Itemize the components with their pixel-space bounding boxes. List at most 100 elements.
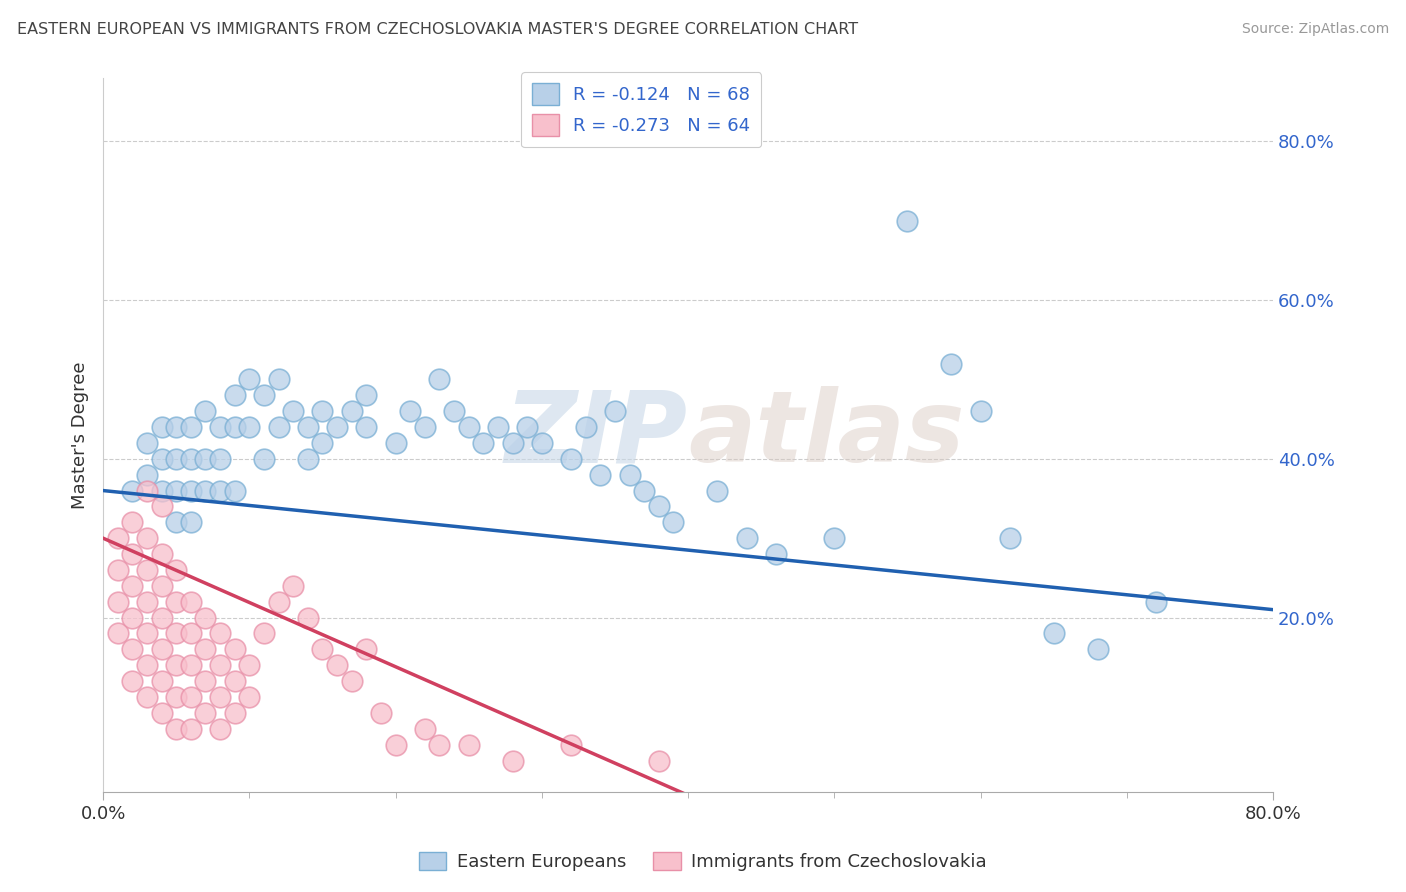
Point — [136, 483, 159, 498]
Point — [633, 483, 655, 498]
Point — [209, 658, 232, 673]
Point — [823, 531, 845, 545]
Point — [356, 388, 378, 402]
Point — [136, 690, 159, 704]
Point — [356, 420, 378, 434]
Point — [429, 372, 451, 386]
Point — [165, 658, 187, 673]
Point — [326, 420, 349, 434]
Point — [180, 626, 202, 640]
Point — [224, 706, 246, 720]
Point — [297, 610, 319, 624]
Point — [297, 451, 319, 466]
Point — [209, 451, 232, 466]
Point — [238, 658, 260, 673]
Point — [150, 451, 173, 466]
Point — [969, 404, 991, 418]
Point — [575, 420, 598, 434]
Point — [502, 436, 524, 450]
Point — [194, 674, 217, 689]
Point — [150, 674, 173, 689]
Point — [209, 722, 232, 736]
Point — [194, 451, 217, 466]
Point — [297, 420, 319, 434]
Point — [194, 610, 217, 624]
Point — [224, 420, 246, 434]
Point — [165, 420, 187, 434]
Point — [735, 531, 758, 545]
Point — [267, 595, 290, 609]
Point — [150, 420, 173, 434]
Point — [121, 642, 143, 657]
Point — [224, 483, 246, 498]
Legend: Eastern Europeans, Immigrants from Czechoslovakia: Eastern Europeans, Immigrants from Czech… — [412, 845, 994, 879]
Point — [150, 483, 173, 498]
Point — [941, 357, 963, 371]
Point — [560, 451, 582, 466]
Point — [283, 404, 305, 418]
Point — [150, 706, 173, 720]
Point — [165, 483, 187, 498]
Point — [1042, 626, 1064, 640]
Point — [136, 467, 159, 482]
Point — [224, 674, 246, 689]
Point — [267, 420, 290, 434]
Point — [356, 642, 378, 657]
Point — [180, 722, 202, 736]
Legend: R = -0.124   N = 68, R = -0.273   N = 64: R = -0.124 N = 68, R = -0.273 N = 64 — [522, 72, 762, 147]
Point — [224, 642, 246, 657]
Point — [530, 436, 553, 450]
Point — [253, 626, 276, 640]
Point — [209, 626, 232, 640]
Point — [121, 579, 143, 593]
Point — [1087, 642, 1109, 657]
Point — [150, 642, 173, 657]
Y-axis label: Master's Degree: Master's Degree — [72, 361, 89, 508]
Point — [194, 706, 217, 720]
Point — [311, 436, 333, 450]
Point — [121, 610, 143, 624]
Point — [384, 738, 406, 752]
Point — [429, 738, 451, 752]
Point — [121, 674, 143, 689]
Point — [326, 658, 349, 673]
Point — [136, 658, 159, 673]
Point — [486, 420, 509, 434]
Point — [209, 483, 232, 498]
Point — [253, 388, 276, 402]
Point — [238, 420, 260, 434]
Point — [267, 372, 290, 386]
Point — [180, 690, 202, 704]
Point — [238, 372, 260, 386]
Point — [136, 436, 159, 450]
Point — [224, 388, 246, 402]
Point — [150, 547, 173, 561]
Point — [443, 404, 465, 418]
Point — [180, 516, 202, 530]
Point — [238, 690, 260, 704]
Point — [107, 626, 129, 640]
Point — [253, 451, 276, 466]
Text: Source: ZipAtlas.com: Source: ZipAtlas.com — [1241, 22, 1389, 37]
Point — [165, 451, 187, 466]
Point — [180, 451, 202, 466]
Point — [384, 436, 406, 450]
Point — [136, 595, 159, 609]
Point — [283, 579, 305, 593]
Point — [413, 722, 436, 736]
Point — [662, 516, 685, 530]
Point — [150, 610, 173, 624]
Point — [136, 626, 159, 640]
Point — [107, 531, 129, 545]
Point — [413, 420, 436, 434]
Point — [998, 531, 1021, 545]
Text: ZIP: ZIP — [505, 386, 688, 483]
Point — [516, 420, 538, 434]
Point — [180, 420, 202, 434]
Point — [121, 547, 143, 561]
Point — [311, 642, 333, 657]
Point — [340, 674, 363, 689]
Point — [165, 595, 187, 609]
Point — [107, 595, 129, 609]
Point — [603, 404, 626, 418]
